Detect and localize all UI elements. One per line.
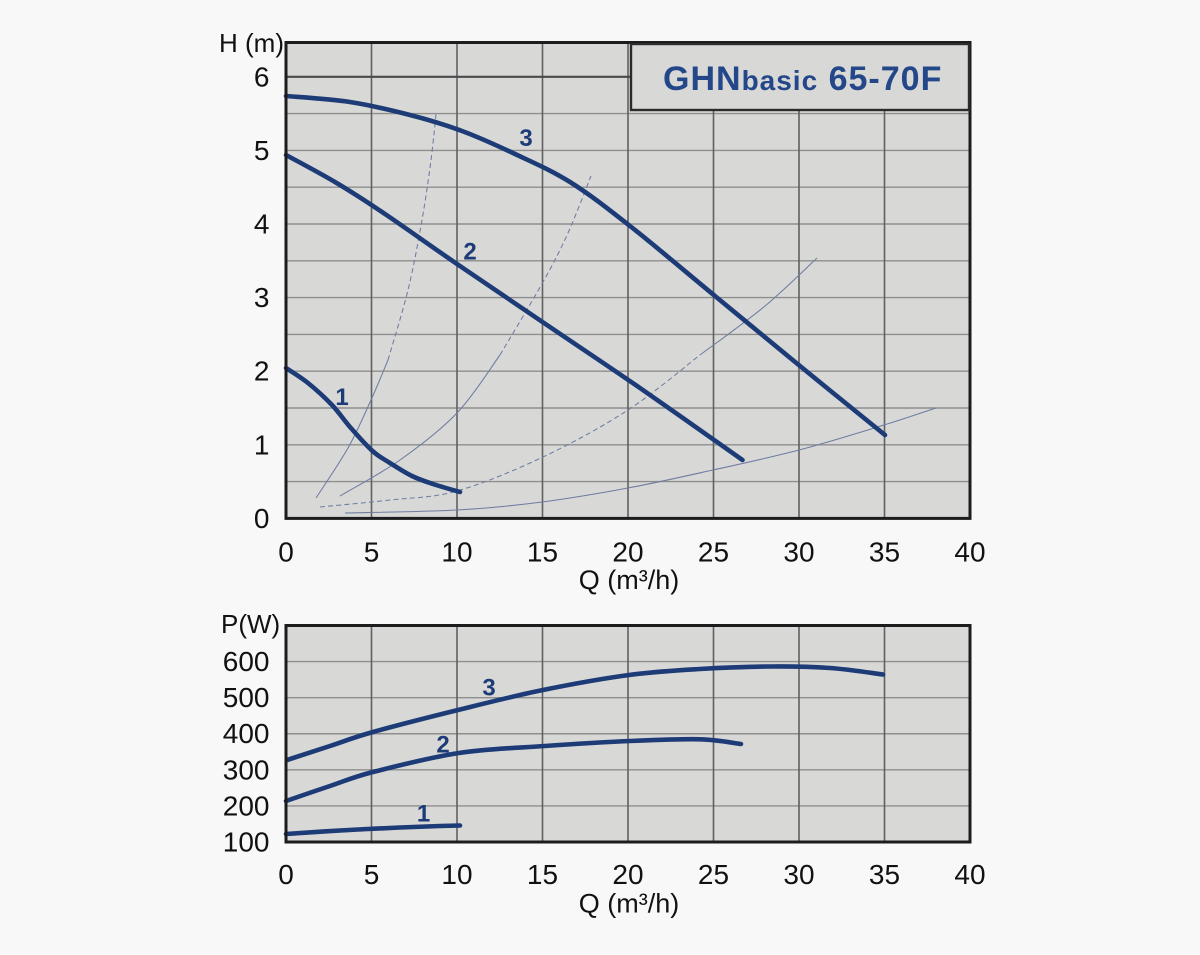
svg-text:30: 30 [783,859,814,890]
svg-text:1: 1 [335,384,348,411]
svg-text:15: 15 [527,859,558,890]
svg-text:400: 400 [223,718,270,749]
svg-text:1: 1 [254,429,270,460]
svg-text:GHNbasic 65-70F: GHNbasic 65-70F [663,60,942,98]
svg-text:300: 300 [223,754,270,785]
svg-text:15: 15 [527,537,558,568]
svg-text:25: 25 [698,537,729,568]
svg-text:600: 600 [223,646,270,677]
svg-text:25: 25 [698,859,729,890]
svg-text:Q (m³/h): Q (m³/h) [579,889,680,919]
svg-text:0: 0 [278,537,294,568]
svg-text:5: 5 [254,135,270,166]
svg-text:P(W): P(W) [221,609,280,639]
svg-text:5: 5 [364,859,380,890]
svg-text:35: 35 [869,537,900,568]
svg-text:3: 3 [519,125,532,152]
svg-text:2: 2 [463,239,476,266]
svg-text:30: 30 [783,537,814,568]
svg-text:35: 35 [869,859,900,890]
svg-text:2: 2 [436,732,449,759]
svg-text:10: 10 [441,859,472,890]
svg-text:10: 10 [441,537,472,568]
svg-text:0: 0 [278,859,294,890]
svg-text:H (m): H (m) [219,28,284,58]
svg-text:1: 1 [417,801,430,828]
svg-text:40: 40 [954,859,985,890]
svg-text:5: 5 [364,537,380,568]
svg-text:4: 4 [254,209,270,240]
svg-text:2: 2 [254,356,270,387]
svg-text:6: 6 [254,61,270,92]
svg-text:0: 0 [254,503,270,534]
svg-text:Q (m³/h): Q (m³/h) [579,565,680,595]
svg-text:3: 3 [482,675,495,702]
svg-text:500: 500 [223,682,270,713]
svg-text:20: 20 [612,537,643,568]
svg-text:200: 200 [223,790,270,821]
svg-text:3: 3 [254,282,270,313]
svg-text:20: 20 [612,859,643,890]
svg-text:40: 40 [954,537,985,568]
svg-text:100: 100 [223,827,270,858]
